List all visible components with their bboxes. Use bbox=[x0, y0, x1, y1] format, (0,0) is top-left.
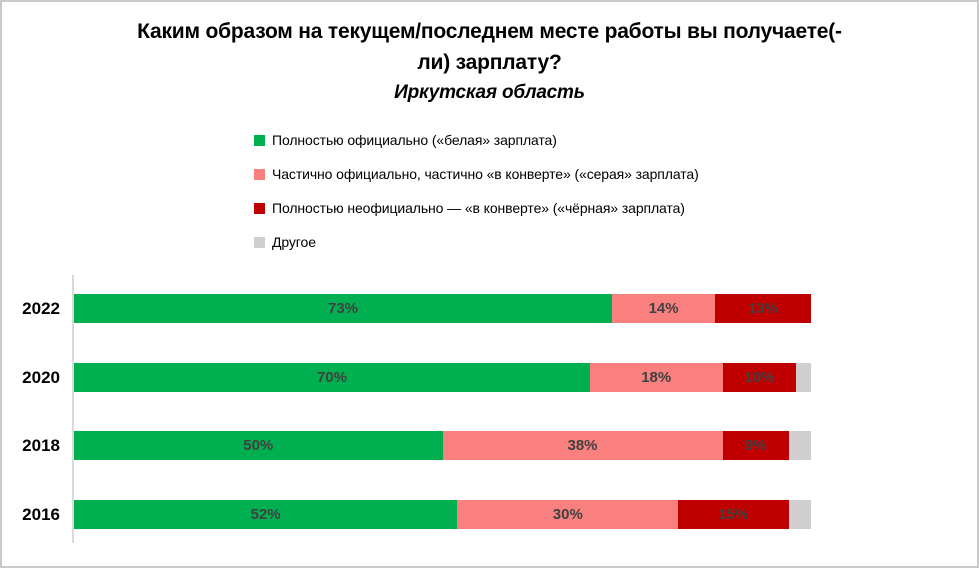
bar-segment bbox=[796, 363, 811, 392]
bar-segment: 18% bbox=[589, 363, 723, 392]
bar-segment-label: 70% bbox=[316, 369, 347, 386]
bar-segment-label: 38% bbox=[567, 437, 598, 454]
legend-item: Полностью неофициально — «в конверте» («… bbox=[254, 191, 699, 225]
legend-item: Частично официально, частично «в конверт… bbox=[254, 157, 699, 191]
bar-segment: 30% bbox=[457, 500, 679, 529]
bar-row: 73% 14% 13% bbox=[74, 294, 811, 323]
legend-item: Полностью официально («белая» зарплата) bbox=[254, 123, 699, 157]
bar-row: 52% 30% 15% bbox=[74, 500, 811, 529]
year-label: 2016 bbox=[22, 505, 60, 524]
legend-swatch-icon bbox=[254, 202, 265, 214]
bar-row: 50% 38% 9% bbox=[74, 431, 811, 460]
chart-title: Каким образом на текущем/последнем месте… bbox=[2, 16, 977, 78]
bar-segment: 10% bbox=[722, 363, 797, 392]
bar-segment: 15% bbox=[678, 500, 789, 529]
bar-segment bbox=[788, 500, 811, 529]
bar-segment bbox=[788, 431, 811, 460]
bar-segment-label: 9% bbox=[744, 437, 767, 454]
y-axis-line bbox=[72, 275, 74, 543]
bar-segment: 50% bbox=[74, 431, 443, 460]
bar-segment-label: 50% bbox=[243, 437, 274, 454]
bar-segment-label: 18% bbox=[641, 369, 672, 386]
bar-segment-label: 15% bbox=[718, 506, 749, 523]
bar-segment: 14% bbox=[612, 294, 716, 323]
bar-segment-label: 13% bbox=[748, 300, 779, 317]
bar-segment-label: 10% bbox=[744, 369, 775, 386]
bar-row: 70% 18% 10% bbox=[74, 363, 811, 392]
legend-swatch-icon bbox=[254, 168, 265, 180]
legend-label: Полностью неофициально — «в конверте» («… bbox=[272, 200, 685, 216]
legend-item: Другое bbox=[254, 225, 699, 259]
year-label: 2020 bbox=[22, 368, 60, 387]
bar-segment: 9% bbox=[722, 431, 789, 460]
bar-segment-label: 52% bbox=[250, 506, 281, 523]
bar-segment-label: 73% bbox=[327, 300, 359, 317]
bar-segment: 38% bbox=[442, 431, 723, 460]
bar-segment-label: 14% bbox=[648, 300, 679, 317]
bar-segment: 13% bbox=[715, 294, 811, 323]
legend-label: Полностью официально («белая» зарплата) bbox=[272, 132, 557, 148]
bar-segment: 52% bbox=[74, 500, 458, 529]
bar-segment-label: 30% bbox=[552, 506, 583, 523]
chart-title-line2: ли) зарплату? bbox=[417, 51, 562, 74]
legend-swatch-icon bbox=[254, 236, 265, 248]
legend-label: Частично официально, частично «в конверт… bbox=[272, 166, 699, 182]
chart-title-line1: Каким образом на текущем/последнем месте… bbox=[137, 20, 842, 43]
year-label: 2022 bbox=[22, 299, 60, 318]
legend-label: Другое bbox=[272, 234, 316, 250]
bar-segment: 70% bbox=[74, 363, 590, 392]
year-label: 2018 bbox=[22, 436, 60, 455]
legend: Полностью официально («белая» зарплата) Ч… bbox=[254, 123, 699, 259]
chart-subtitle: Иркутская область bbox=[394, 82, 585, 103]
legend-swatch-icon bbox=[254, 134, 265, 146]
bar-segment: 73% bbox=[74, 294, 612, 323]
